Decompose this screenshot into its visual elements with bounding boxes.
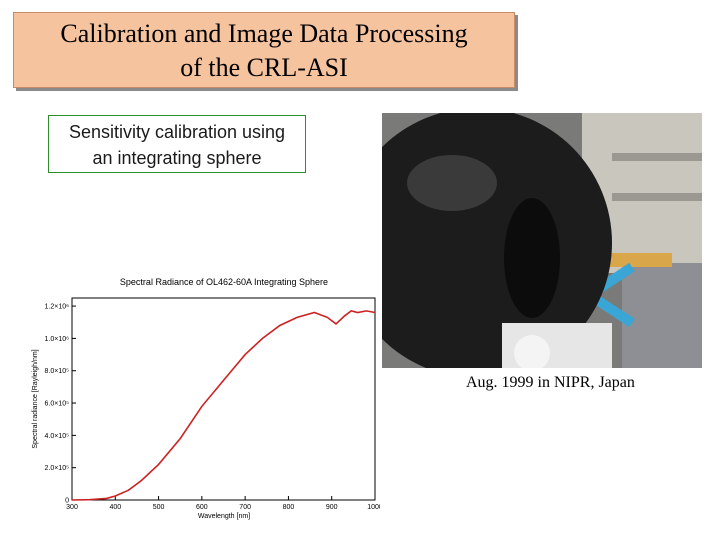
x-tick-label: 300 (66, 504, 78, 511)
calibration-caption: Sensitivity calibration using an integra… (48, 115, 306, 173)
y-tick-label: 1.0×10⁶ (45, 336, 70, 343)
y-tick-label: 6.0×10⁵ (44, 401, 69, 408)
x-tick-label: 400 (109, 504, 121, 511)
plot-frame (71, 297, 376, 501)
y-tick-label: 2.0×10⁵ (44, 465, 69, 472)
title-line-2: of the CRL-ASI (180, 53, 348, 82)
integrating-sphere-photo (382, 113, 702, 368)
y-tick-label: 1.2×10⁶ (45, 304, 70, 311)
x-tick-label: 800 (283, 504, 295, 511)
caption-line-2: an integrating sphere (92, 148, 262, 168)
x-tick-label: 500 (153, 504, 165, 511)
y-tick-label: 4.0×10⁵ (44, 433, 69, 440)
y-axis-label: Spectral radiance [Rayleigh/nm] (32, 349, 39, 448)
y-tick-label: 0 (65, 498, 69, 505)
photo-caption: Aug. 1999 in NIPR, Japan (466, 374, 635, 391)
slide-title: Calibration and Image Data Processing of… (13, 12, 515, 88)
photo-illustration (382, 113, 702, 368)
x-axis-label: Wavelength [nm] (198, 513, 250, 520)
spectral-radiance-chart: Spectral Radiance of OL462-60A Integrati… (32, 277, 380, 520)
x-tick-label: 900 (326, 504, 338, 511)
y-tick-label: 8.0×10⁵ (44, 368, 69, 375)
x-tick-label: 700 (239, 504, 251, 511)
radiance-curve (71, 310, 376, 501)
x-tick-label: 600 (196, 504, 208, 511)
title-line-1: Calibration and Image Data Processing (60, 19, 468, 48)
chart-title: Spectral Radiance of OL462-60A Integrati… (120, 277, 328, 287)
caption-line-1: Sensitivity calibration using (68, 122, 286, 142)
